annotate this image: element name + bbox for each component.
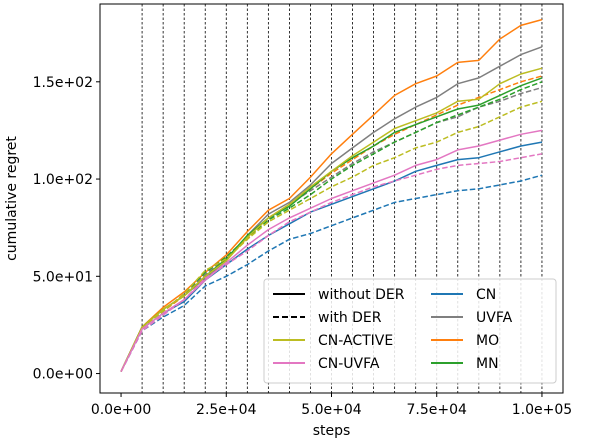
y-axis: 0.0e+00 5.0e+01 1.0e+02 1.5e+02 — [33, 75, 100, 383]
series-line-cn-uvfa-with-der — [120, 153, 543, 372]
series-line-uvfa-with-der — [120, 86, 543, 372]
legend-label-uvfa: UVFA — [476, 310, 513, 326]
legend-label-mo: MO — [476, 333, 499, 349]
x-tick-label: 7.5e+04 — [407, 402, 468, 418]
legend-label-with-der: with DER — [318, 310, 382, 326]
legend-label-cn: CN — [476, 287, 496, 303]
y-tick-label: 1.0e+02 — [33, 172, 93, 188]
legend-label-mn: MN — [476, 356, 499, 372]
legend: without DER with DER CN-ACTIVE CN-UVFA CN UVF… — [263, 278, 557, 384]
y-tick-label: 1.5e+02 — [33, 75, 93, 91]
series-line-cn-with-der — [120, 174, 543, 372]
x-axis-title: steps — [313, 423, 351, 438]
x-axis: 0.0e+00 2.5e+04 5.0e+04 7.5e+04 1.0e+05 — [91, 393, 572, 418]
x-tick-label: 1.0e+05 — [512, 402, 572, 418]
x-tick-label: 5.0e+04 — [301, 402, 362, 418]
legend-box — [263, 278, 557, 384]
series-line-cn-without-der — [120, 141, 543, 372]
y-axis-title: cumulative regret — [4, 136, 20, 261]
legend-label-cn-uvfa: CN-UVFA — [318, 356, 380, 372]
legend-label-cn-active: CN-ACTIVE — [318, 333, 393, 349]
x-tick-label: 0.0e+00 — [91, 402, 151, 418]
series-line-cn-active-with-der — [120, 100, 543, 372]
legend-label-without-der: without DER — [318, 287, 405, 303]
y-tick-label: 0.0e+00 — [33, 367, 93, 383]
series-line-cn-active-without-der — [120, 67, 543, 372]
y-tick-label: 5.0e+01 — [33, 269, 93, 285]
x-tick-label: 2.5e+04 — [196, 402, 257, 418]
series-lines — [120, 18, 543, 372]
